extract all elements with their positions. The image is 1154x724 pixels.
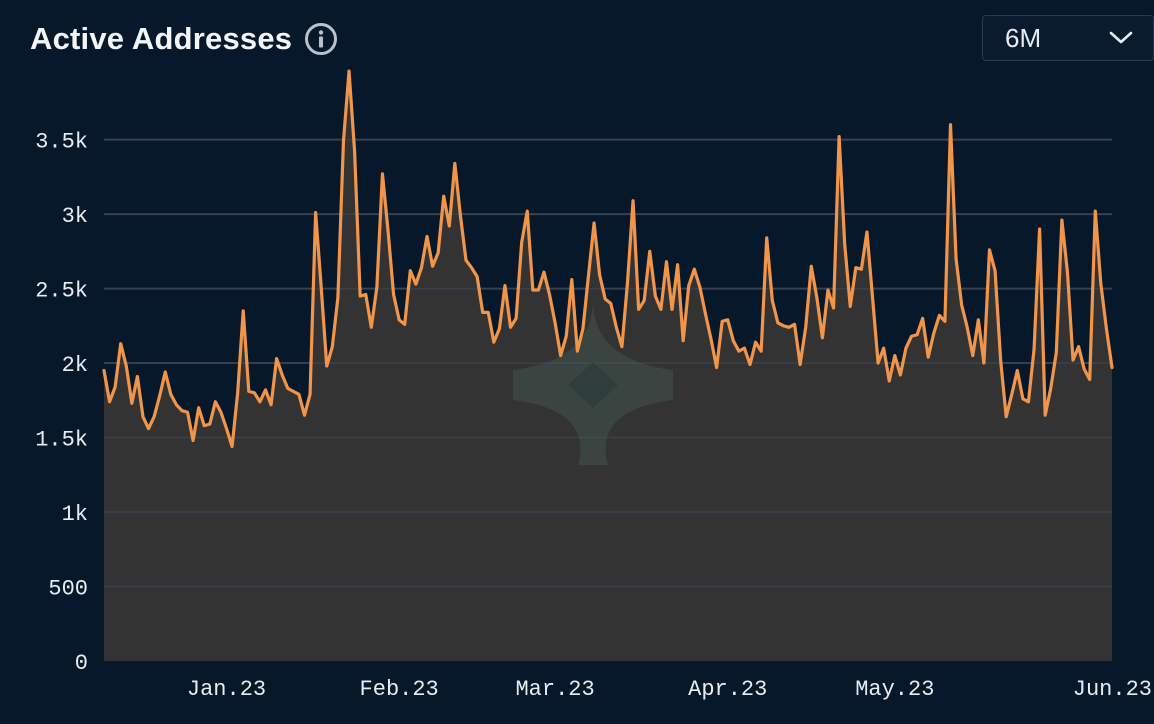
x-tick-label: May.23 [855, 677, 934, 702]
y-tick-label: 2k [62, 353, 88, 378]
x-tick-label: Jan.23 [187, 677, 266, 702]
x-tick-label: Apr.23 [688, 677, 767, 702]
chart-header: Active Addresses [30, 18, 338, 60]
x-tick-label: Mar.23 [515, 677, 594, 702]
series-line [102, 69, 1114, 449]
y-tick-label: 3k [62, 204, 88, 229]
watermark-logo [513, 300, 673, 465]
y-tick-label: 2.5k [35, 279, 88, 304]
y-tick-label: 1.5k [35, 428, 88, 453]
y-axis-ticks: 0 500 1k 1.5k 2k 2.5k 3k 3.5k [35, 130, 88, 676]
chevron-down-icon [1109, 30, 1133, 46]
x-axis-ticks: Jan.23 Feb.23 Mar.23 Apr.23 May.23 Jun.23 [187, 677, 1152, 702]
y-tick-label: 3.5k [35, 130, 88, 155]
chart-title: Active Addresses [30, 21, 293, 56]
time-range-value: 6M [1005, 22, 1042, 53]
x-tick-label: Jun.23 [1073, 677, 1152, 702]
line-layer [102, 69, 1114, 449]
x-tick-label: Feb.23 [360, 677, 439, 702]
y-tick-label: 1k [62, 502, 88, 527]
info-circle-icon[interactable] [304, 22, 338, 56]
y-tick-label: 0 [75, 651, 88, 676]
y-tick-label: 500 [48, 577, 88, 602]
